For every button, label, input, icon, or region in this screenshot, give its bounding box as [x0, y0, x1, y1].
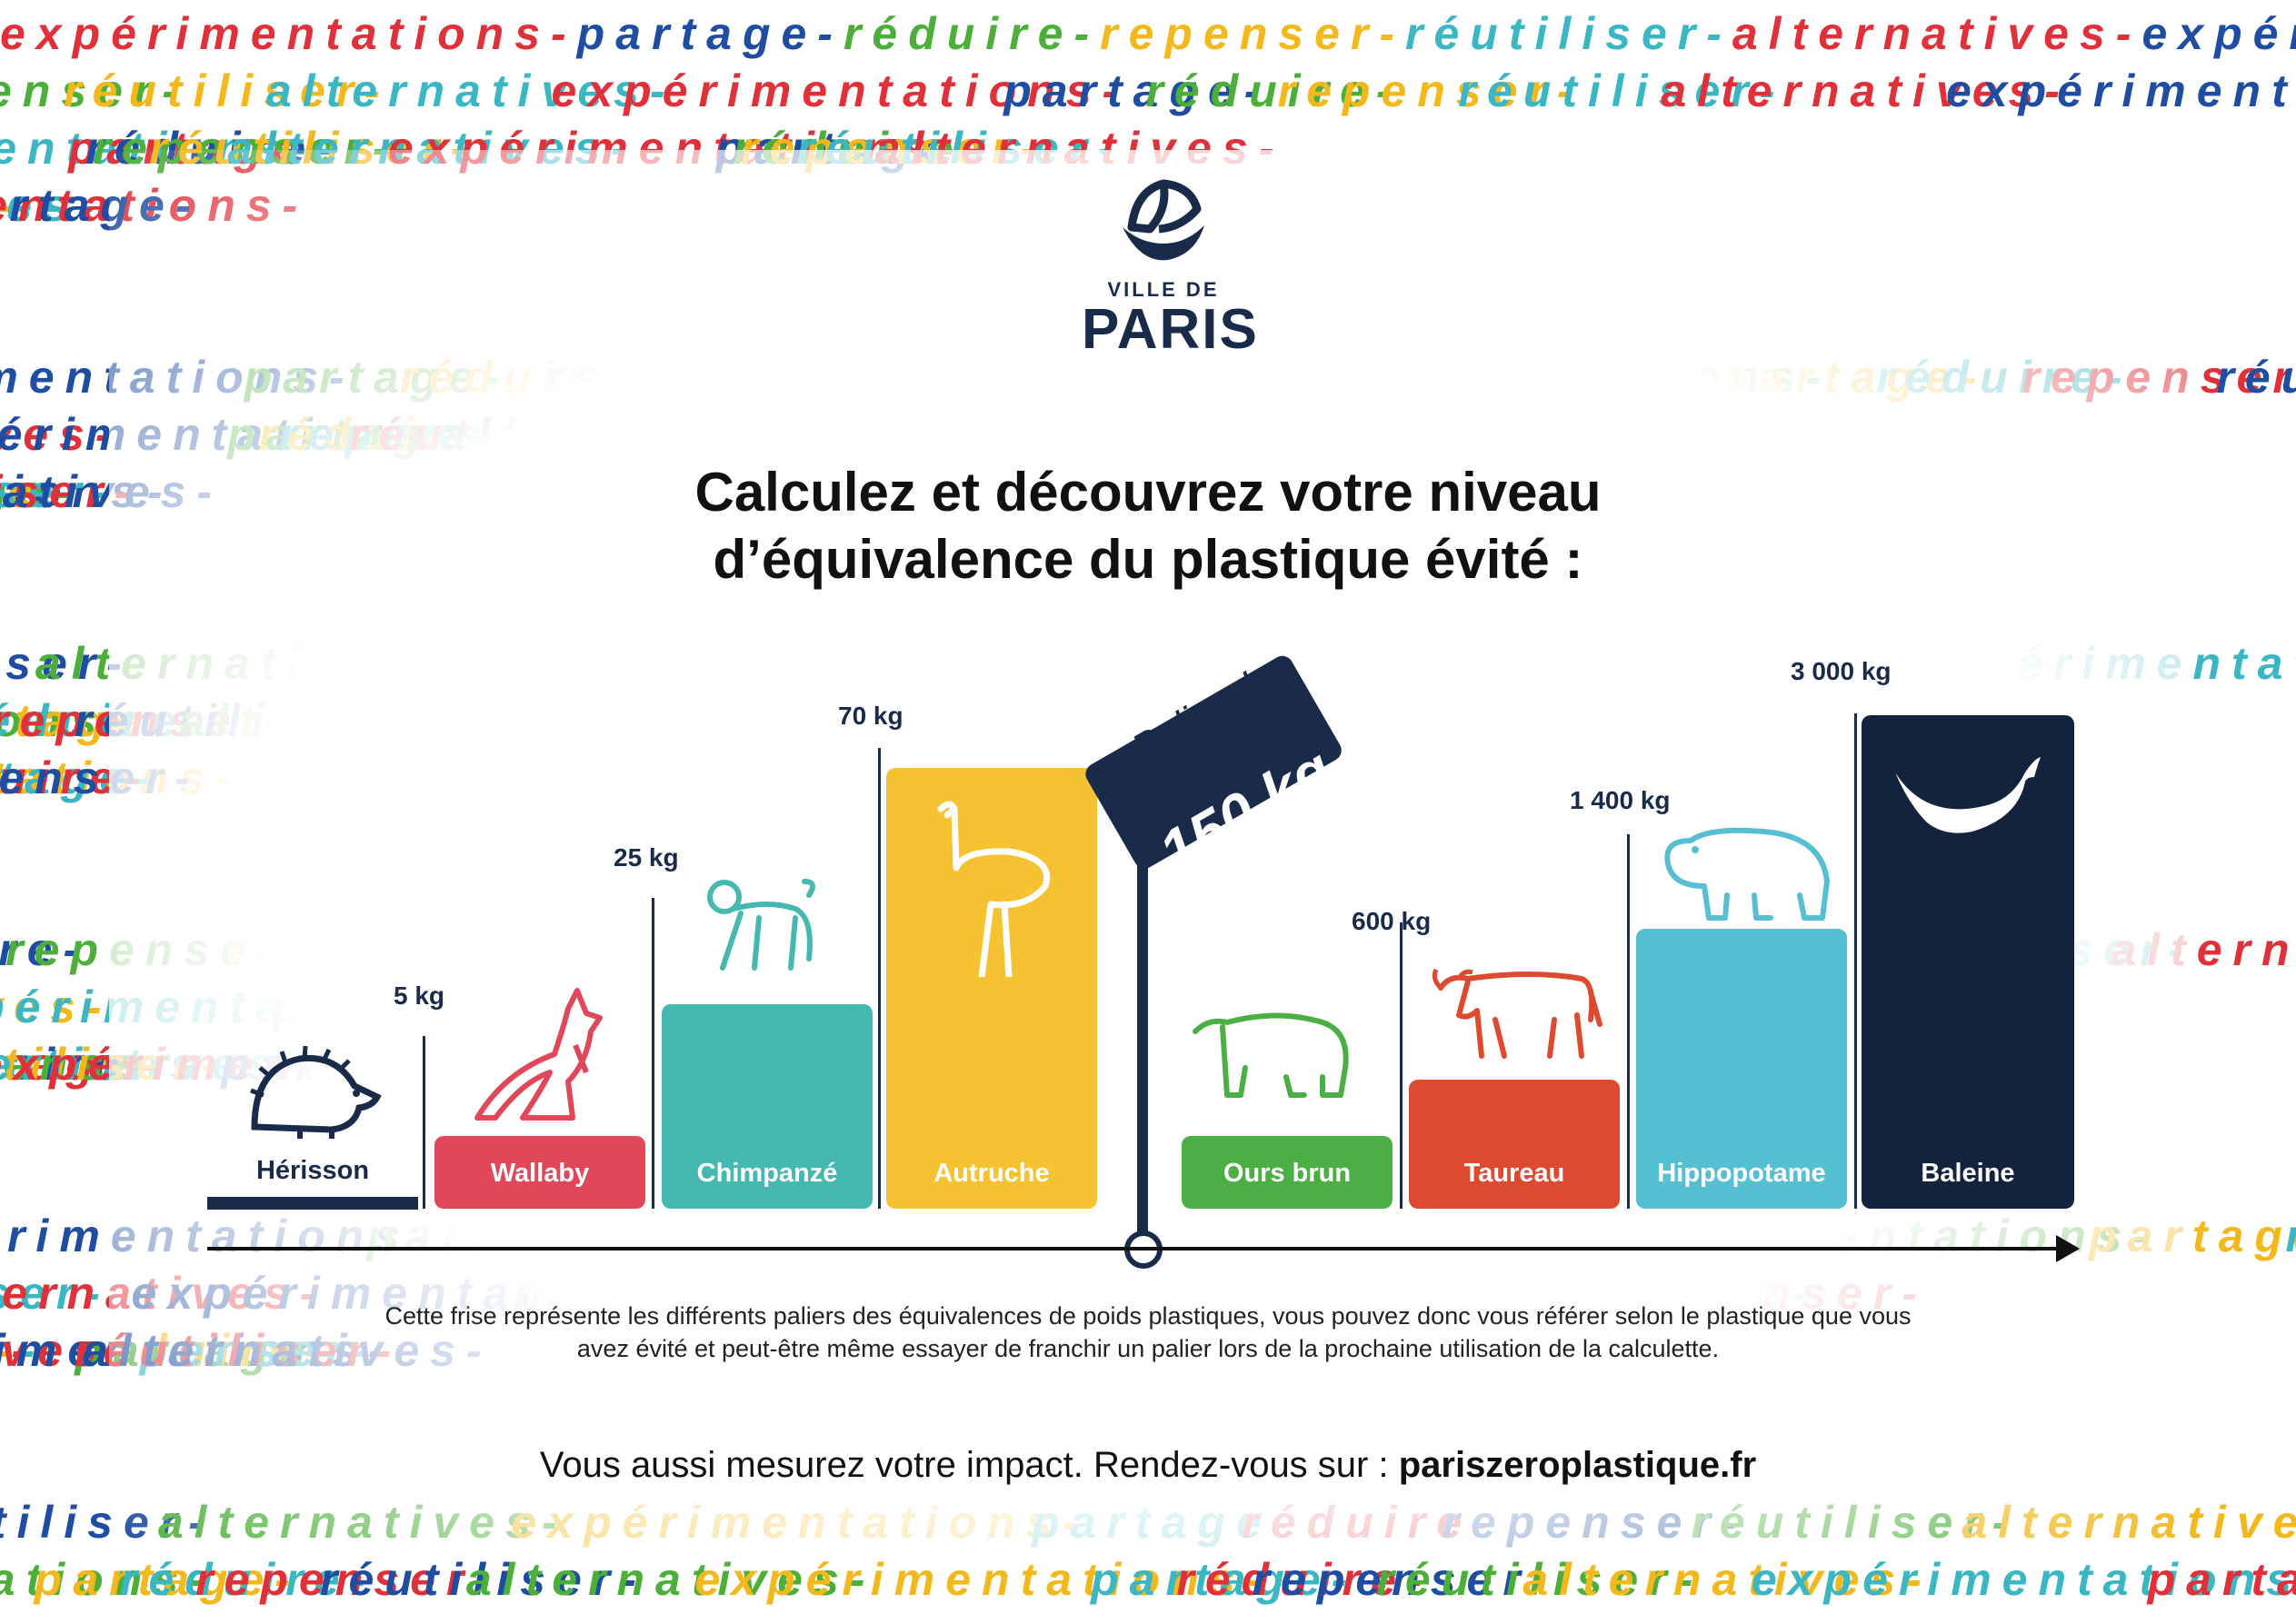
tick-wallaby [423, 1036, 425, 1209]
bull-icon [1432, 968, 1602, 1059]
title-line-2: d’équivalence du plastique évité : [713, 529, 1583, 590]
ville-de-paris-logo: VILLE DE PARIS [1082, 173, 1257, 358]
pattern-word: expérimentations- [1945, 65, 2296, 116]
pattern-word: alternatives- [0, 409, 122, 460]
whale-icon [1894, 757, 2041, 833]
step-label-herisson: Hérisson [255, 1156, 370, 1185]
pattern-word: expérimentations- [1751, 1554, 2296, 1605]
pattern-word: réduire- [1145, 65, 1403, 116]
weight-wallaby: 5 kg [394, 981, 445, 1010]
pattern-word: expérimentations- [0, 8, 577, 59]
cta-text: Vous aussi mesurez votre impact. Rendez-… [539, 1445, 1399, 1485]
pattern-row: réduire-repenser-réutiliser-alternatives… [0, 63, 2296, 119]
pattern-word: expérimentations- [0, 695, 134, 746]
logo-paris: PARIS [1082, 298, 1259, 361]
weight-autruche: 70 kg [838, 702, 903, 730]
weight-taureau: 600 kg [1352, 907, 1432, 935]
pattern-word: réutiliser- [64, 65, 391, 116]
bar-autruche: Autruche [886, 768, 1097, 1209]
bar-hippopotame: Hippopotame [1636, 929, 1847, 1209]
tick-chimpanze [652, 898, 654, 1209]
weight-chimpanze: 25 kg [614, 843, 679, 872]
pattern-word: repenser- [1100, 8, 1405, 59]
kangaroo-icon [474, 988, 603, 1121]
bar-taureau: Taureau [1409, 1080, 1620, 1209]
pattern-word: réutiliser- [1405, 8, 1732, 59]
description-line-2: avez évité et peut-être même essayer de … [576, 1335, 1720, 1362]
tick-taureau [1400, 922, 1403, 1209]
pattern-word: alternatives- [1732, 8, 2142, 59]
weight-hippopotame: 1 400 kg [1570, 786, 1671, 814]
pattern-word: expérimentations- [0, 180, 69, 231]
cta-link[interactable]: pariszeroplastique.fr [1398, 1445, 1757, 1485]
timeline-axis [207, 1247, 2061, 1250]
pattern-word: expérimentations- [2141, 8, 2296, 59]
pattern-word: repenser- [0, 65, 189, 116]
pattern-word: alternatives- [265, 65, 676, 116]
pattern-word: alternatives- [465, 1554, 876, 1605]
hedgehog-icon [250, 1045, 382, 1139]
monkey-icon [707, 879, 815, 971]
pattern-word: réutiliser- [1458, 65, 1786, 116]
tick-baleine [1854, 713, 1857, 1209]
call-to-action: Vous aussi mesurez votre impact. Rendez-… [182, 1445, 2114, 1486]
tick-autruche [878, 748, 881, 1209]
pattern-word: expérimentations- [0, 1325, 38, 1376]
step-label-ours-brun: Ours brun [1223, 1159, 1352, 1188]
step-label-hippopotame: Hippopotame [1657, 1159, 1826, 1188]
paris-ship-icon [1123, 179, 1204, 261]
pattern-word: réduire- [843, 8, 1101, 59]
pattern-word: réduire- [0, 924, 90, 975]
weight-baleine: 3 000 kg [1791, 657, 1892, 685]
tick-hippopotame [1627, 834, 1630, 1209]
logo-ville-de: VILLE DE [1107, 278, 1220, 301]
page-title: Calculez et découvrez votre niveau d’équ… [454, 459, 1842, 593]
threshold-pole [1137, 836, 1148, 1247]
bar-ours-brun: Ours brun [1182, 1136, 1393, 1209]
pattern-word: expérimentations- [551, 65, 1129, 116]
bar-wallaby: Wallaby [434, 1136, 645, 1209]
step-label-wallaby: Wallaby [490, 1159, 590, 1188]
step-label-baleine: Baleine [1921, 1159, 2015, 1188]
bear-icon [1193, 1012, 1349, 1098]
pattern-row: expérimentations-partage-réduire-repense… [0, 1551, 2296, 1608]
pattern-word: alternatives- [1661, 65, 2071, 116]
bar-chimpanze: Chimpanzé [662, 1004, 873, 1209]
description-line-1: Cette frise représente les différents pa… [384, 1302, 1912, 1330]
ostrich-icon [937, 801, 1050, 977]
pattern-word: repenser- [1277, 65, 1583, 116]
step-label-chimpanze: Chimpanzé [696, 1159, 838, 1188]
herisson-base-line [207, 1197, 418, 1210]
pattern-word: réutiliser- [0, 1268, 111, 1319]
pattern-word: expérimentations- [694, 1554, 1273, 1605]
bar-baleine: Baleine [1862, 715, 2074, 1209]
hippo-icon [1664, 827, 1830, 921]
step-label-autruche: Autruche [933, 1159, 1050, 1188]
title-line-1: Calculez et découvrez votre niveau [694, 462, 1602, 523]
pattern-word: partage- [576, 8, 844, 59]
pattern-word: expérimentations- [0, 1554, 215, 1605]
timeline-arrow-icon [2056, 1235, 2080, 1262]
pattern-word: alternatives- [1522, 1554, 1932, 1605]
pattern-row: expérimentations-partage-réduire-repense… [0, 5, 2296, 62]
pattern-word: partage- [1003, 65, 1271, 116]
pattern-word: alternatives- [0, 981, 113, 1032]
description: Cette frise représente les différents pa… [182, 1300, 2114, 1365]
pattern-word: réutiliser- [0, 638, 133, 689]
step-label-taureau: Taureau [1463, 1159, 1565, 1188]
